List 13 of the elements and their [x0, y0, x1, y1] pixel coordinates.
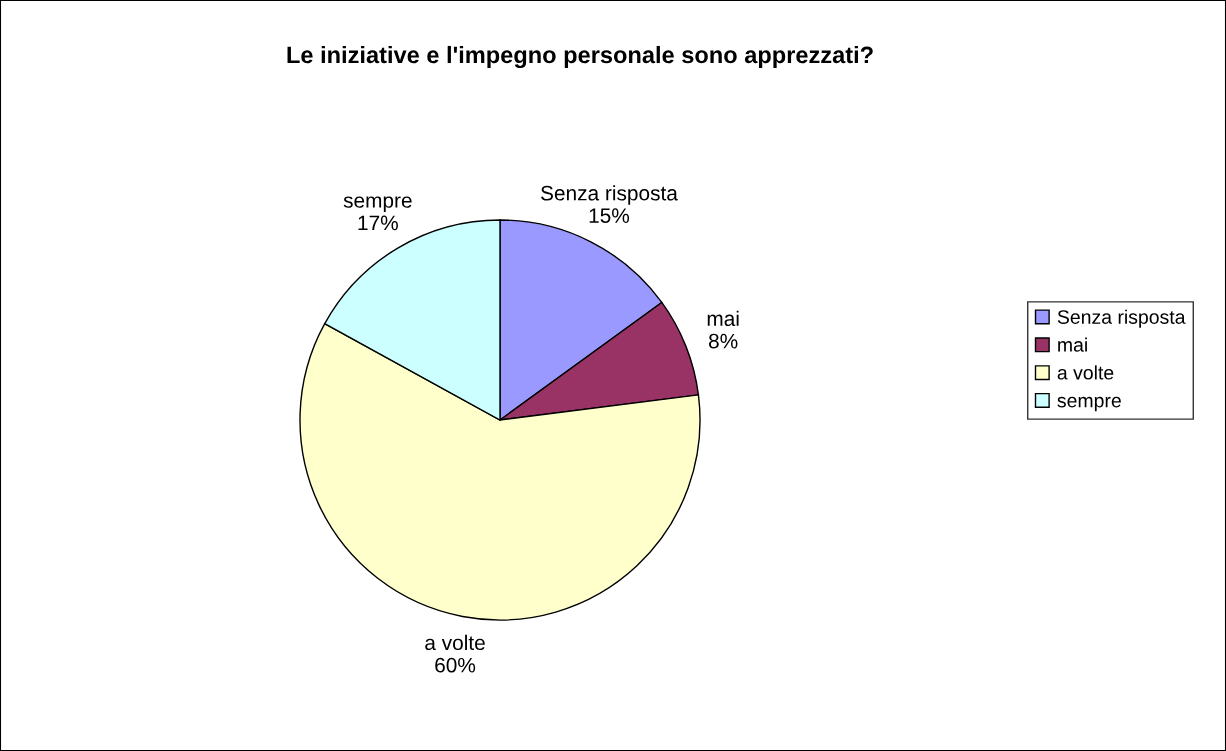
- legend-label: sempre: [1057, 396, 1121, 412]
- data-label: 60%: [435, 657, 476, 673]
- data-label: 17%: [358, 215, 398, 231]
- slice-label: Senza risposta: [541, 185, 678, 205]
- legend-label: a volte: [1057, 365, 1114, 380]
- slice-label: a volte: [425, 634, 485, 651]
- chart-title: Le iniziative e l'impegno personale sono apprezzati?: [287, 45, 873, 69]
- slice-label: sempre: [343, 196, 412, 212]
- slice-label: mai: [707, 310, 739, 327]
- legend-label: mai: [1058, 337, 1087, 352]
- data-label: 8%: [709, 333, 738, 349]
- data-label: 15%: [589, 208, 630, 223]
- legend-label: Senza risposta: [1057, 309, 1186, 328]
